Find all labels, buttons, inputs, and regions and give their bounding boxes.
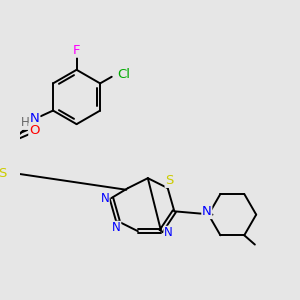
- Text: F: F: [73, 44, 80, 57]
- Text: N: N: [202, 206, 212, 218]
- Text: Cl: Cl: [117, 68, 130, 81]
- Text: O: O: [29, 124, 39, 136]
- Text: N: N: [112, 221, 121, 234]
- Text: N: N: [100, 192, 109, 205]
- Text: S: S: [165, 174, 174, 187]
- Text: N: N: [30, 112, 40, 125]
- Text: H: H: [21, 116, 30, 129]
- Text: N: N: [164, 226, 173, 239]
- Text: S: S: [0, 167, 7, 180]
